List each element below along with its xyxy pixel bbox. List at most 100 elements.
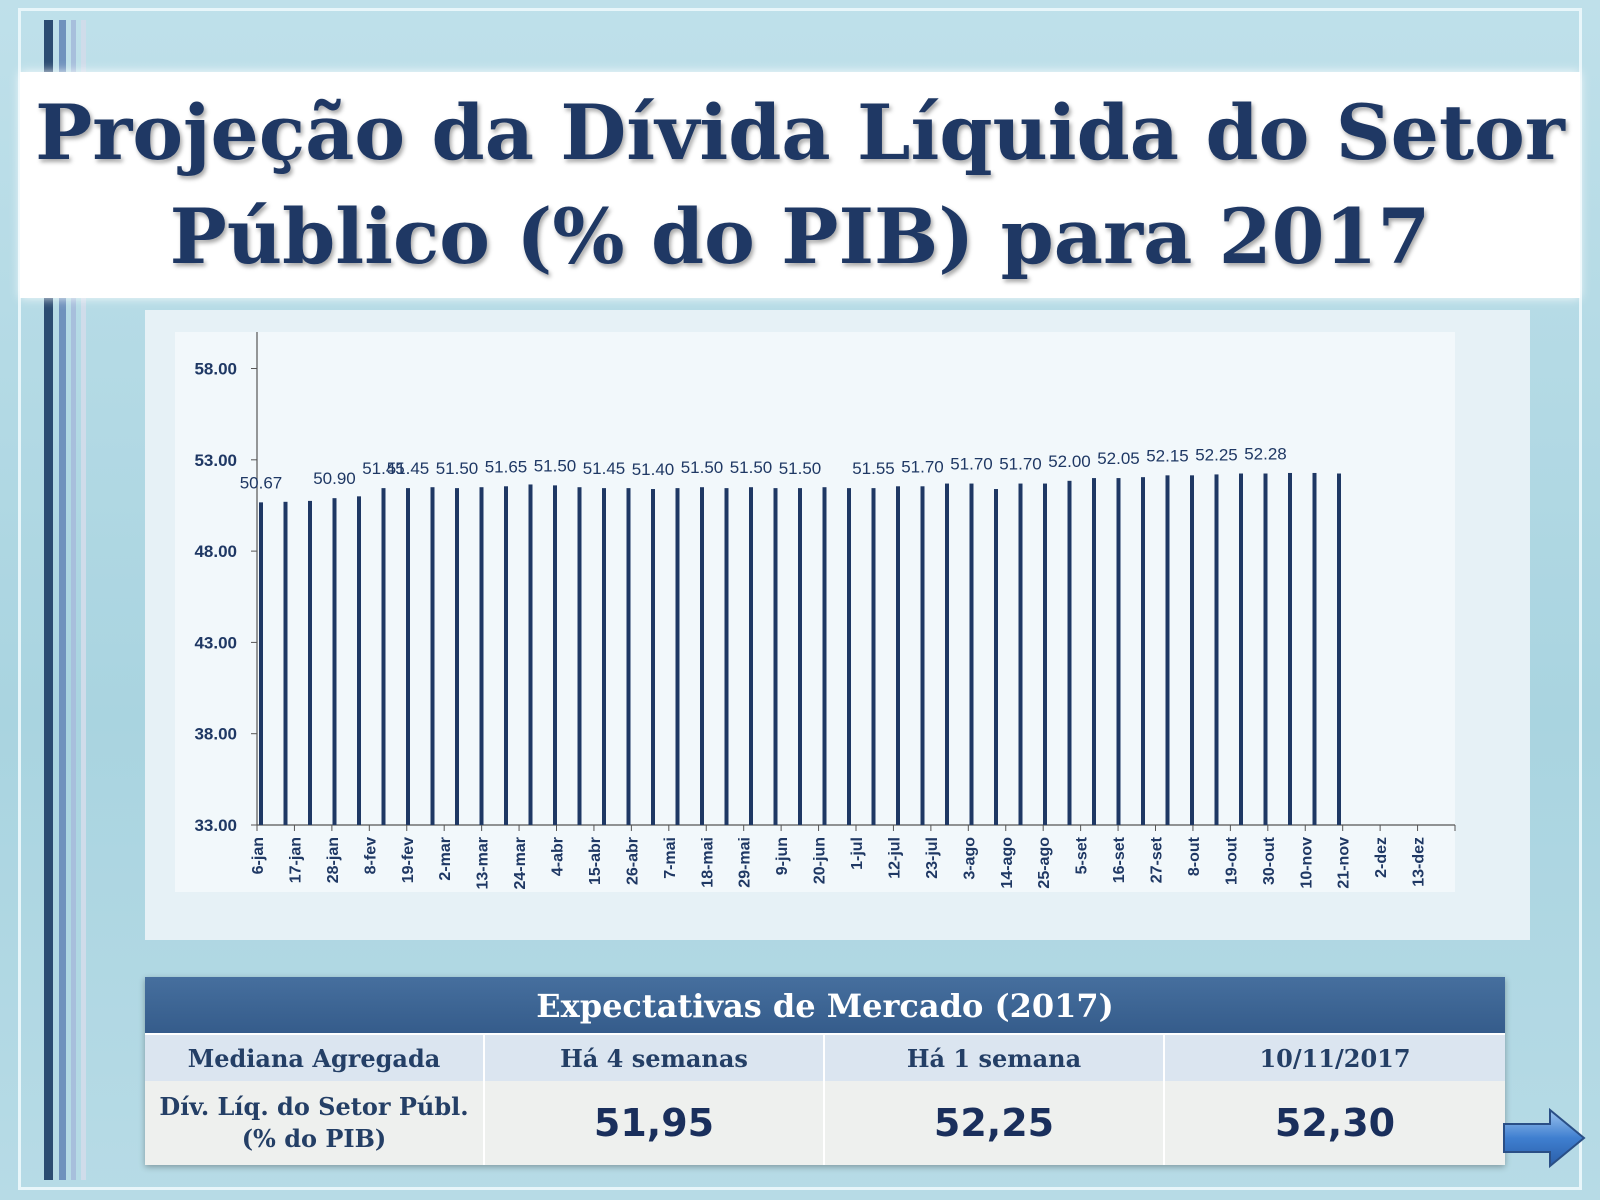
slide-title-line-2: Público (% do PIB) para 2017 <box>169 192 1431 281</box>
chart-panel: 58.00 53.00 48.00 43.00 38.00 33.00 6-jan 17-ja… <box>145 310 1530 940</box>
x-tick-label: 30-out <box>1261 836 1278 885</box>
x-tick-label: 5-set <box>1074 836 1091 874</box>
bar <box>1337 473 1341 825</box>
data-label: 52.28 <box>1244 445 1287 464</box>
data-label: 51.70 <box>950 455 993 474</box>
bar <box>651 489 655 825</box>
x-tick-label: 9-jun <box>774 837 791 875</box>
data-label: 51.70 <box>999 455 1042 474</box>
x-tick-label: 23-jul <box>924 837 941 879</box>
x-tick-label: 12-jul <box>886 837 903 879</box>
bar <box>1263 473 1268 825</box>
data-label: 50.67 <box>240 473 283 492</box>
bar <box>1018 483 1023 825</box>
row-label: Dív. Líq. do Setor Públ. (% do PIB) <box>145 1081 485 1165</box>
bar-chart: 58.00 53.00 48.00 43.00 38.00 33.00 6-jan 17-ja… <box>175 332 1456 892</box>
bar <box>626 488 631 825</box>
slide-title-line-1: Projeção da Dívida Líquida do Setor <box>35 88 1565 177</box>
x-tick-label: 20-jun <box>812 837 829 884</box>
table-header: Expectativas de Mercado (2017) <box>145 977 1505 1035</box>
bar <box>332 498 337 825</box>
bar <box>773 488 778 825</box>
x-tick-label: 7-mai <box>662 837 679 879</box>
bar <box>602 488 606 825</box>
data-label: 51.50 <box>436 459 479 478</box>
x-tick-label: 25-ago <box>1036 837 1053 889</box>
data-label: 51.45 <box>362 459 405 478</box>
x-tick-label: 13-dez <box>1411 837 1428 887</box>
value-current: 52,30 <box>1274 1101 1396 1145</box>
decorative-stripes-left <box>44 298 90 1180</box>
bar <box>1067 480 1072 825</box>
x-tick-label: 6-jan <box>250 837 267 874</box>
data-label: 52.05 <box>1097 449 1140 468</box>
x-tick-label: 17-jan <box>287 837 304 883</box>
bar <box>1239 473 1243 825</box>
x-tick-label: 18-mai <box>699 837 716 888</box>
y-tick-label: 48.00 <box>194 542 237 561</box>
data-label: 51.55 <box>852 459 895 478</box>
table-column-headers: Mediana Agregada Há 4 semanas Há 1 seman… <box>145 1035 1505 1081</box>
x-tick-label: 8-out <box>1186 836 1203 876</box>
bar <box>1312 472 1317 825</box>
column-header-4-semanas: Há 4 semanas <box>485 1035 825 1081</box>
x-tick-label: 3-ago <box>961 837 978 880</box>
data-label: 52.00 <box>1048 452 1091 471</box>
y-tick-label: 38.00 <box>194 725 237 744</box>
data-label: 51.45 <box>583 459 626 478</box>
bar <box>675 488 680 825</box>
x-tick-label: 1-jul <box>849 837 866 870</box>
bar <box>1116 478 1121 825</box>
bar <box>553 485 557 825</box>
right-arrow-icon[interactable] <box>1502 1106 1586 1170</box>
table-row: Dív. Líq. do Setor Públ. (% do PIB) 51,9… <box>145 1081 1505 1165</box>
bar <box>577 487 582 825</box>
bar <box>1214 474 1219 825</box>
y-tick-label: 53.00 <box>194 451 237 470</box>
bar <box>283 501 288 825</box>
slide-border <box>18 8 1582 1190</box>
bar <box>528 484 533 825</box>
bar <box>871 488 876 825</box>
data-label: 52.25 <box>1195 445 1238 464</box>
x-tick-label: 4-abr <box>550 837 567 876</box>
column-header-mediana: Mediana Agregada <box>145 1035 485 1081</box>
bar <box>504 486 508 825</box>
bar <box>1165 475 1170 825</box>
data-label: 51.40 <box>632 460 675 479</box>
data-label: 51.65 <box>485 457 528 476</box>
bar <box>1190 475 1194 825</box>
bar <box>1288 472 1292 825</box>
bar <box>479 487 484 825</box>
data-label: 51.50 <box>681 458 724 477</box>
bar <box>1043 483 1047 825</box>
bar <box>945 483 949 825</box>
decorative-stripes-top <box>44 20 90 72</box>
bar <box>822 487 827 825</box>
bar <box>798 488 802 825</box>
x-tick-label: 8-fev <box>362 837 379 874</box>
bar <box>357 496 361 825</box>
x-tick-label: 29-mai <box>737 837 754 888</box>
data-label: 51.70 <box>901 457 944 476</box>
row-label-line-2: (% do PIB) <box>241 1124 387 1153</box>
bar <box>1092 478 1096 825</box>
x-tick-label: 19-out <box>1223 836 1240 885</box>
bar <box>406 488 410 825</box>
bar <box>430 487 435 825</box>
x-tick-label: 2-dez <box>1373 837 1390 878</box>
x-tick-label: 13-mar <box>475 837 492 889</box>
x-tick-label: 19-fev <box>400 837 417 883</box>
data-label: 51.50 <box>730 458 773 477</box>
bar <box>1141 477 1145 825</box>
x-tick-label: 26-abr <box>624 837 641 885</box>
y-tick-label: 43.00 <box>194 633 237 652</box>
y-tick-label: 33.00 <box>194 816 237 835</box>
bar <box>994 489 998 825</box>
bar <box>381 488 386 825</box>
data-label: 50.90 <box>313 469 356 488</box>
bar <box>308 500 312 825</box>
bar <box>920 486 925 825</box>
bar <box>749 487 753 825</box>
title-band: Projeção da Dívida Líquida do Setor Públ… <box>20 72 1580 298</box>
